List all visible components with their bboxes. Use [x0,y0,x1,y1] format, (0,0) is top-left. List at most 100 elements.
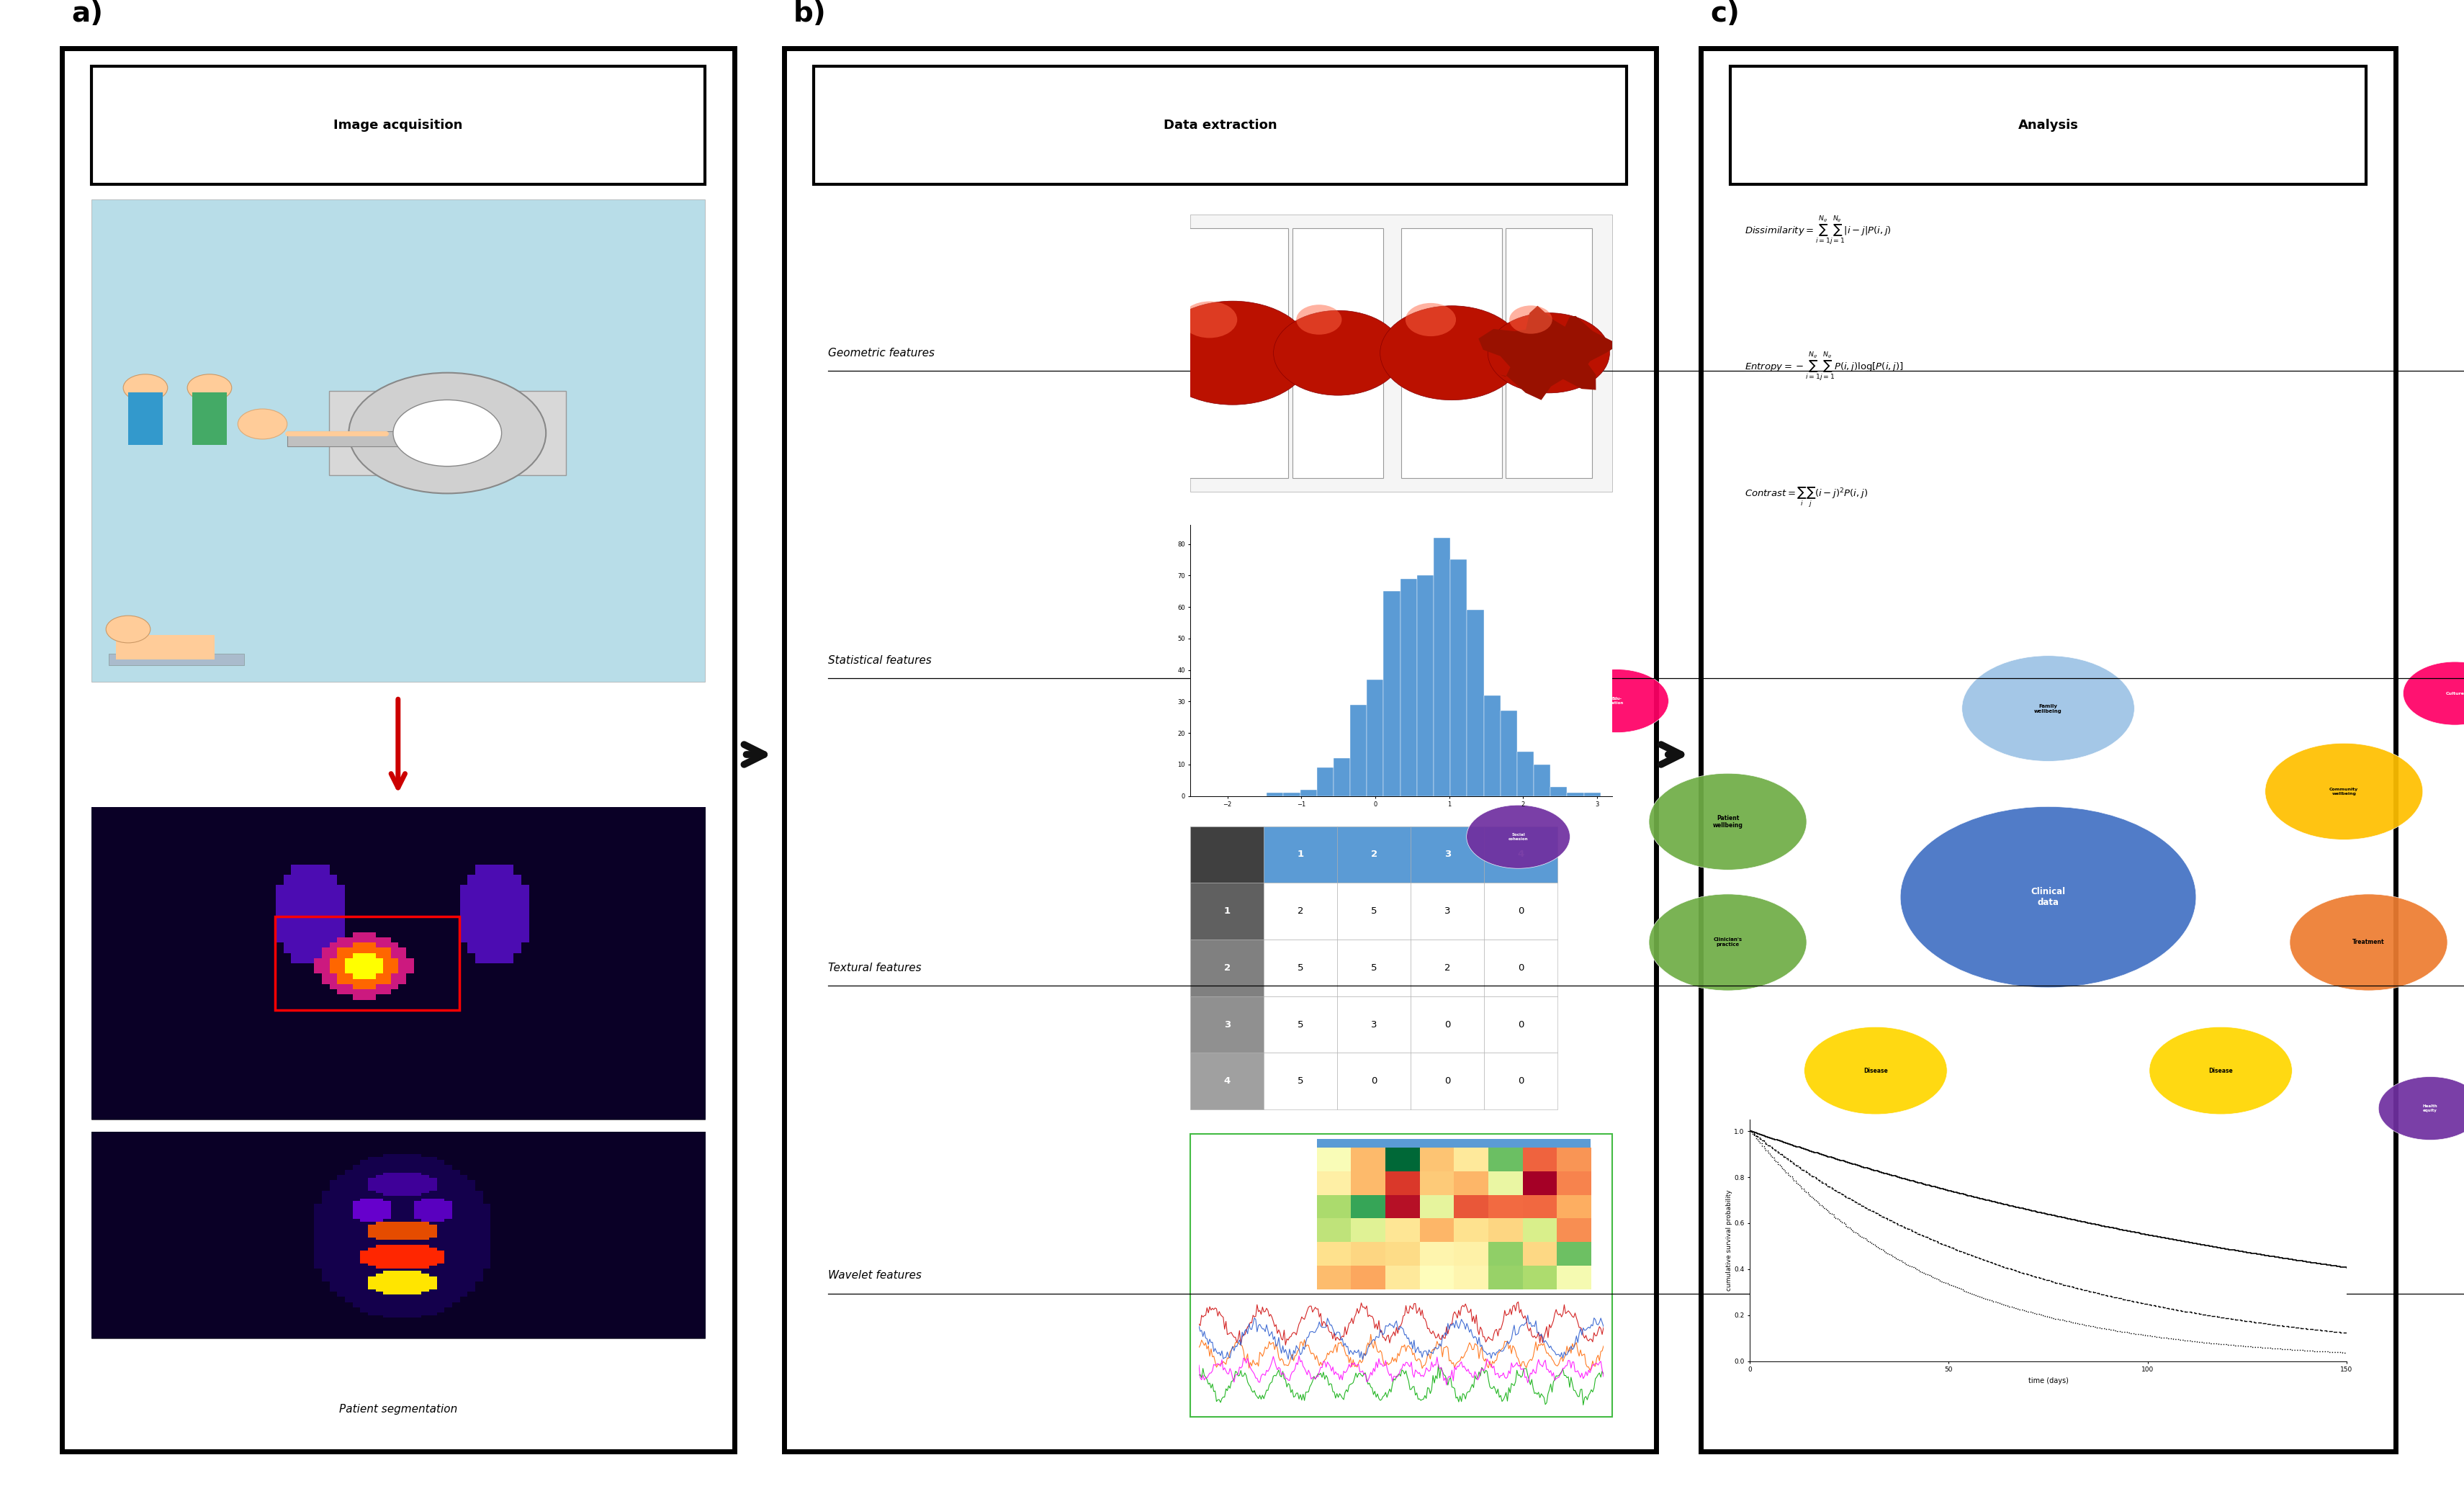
Text: $\mathit{Dissimilarity} = \sum_{i=1}^{N_g}\sum_{j=1}^{N_g}|i-j|P(i,j)$: $\mathit{Dissimilarity} = \sum_{i=1}^{N_… [1745,214,1892,247]
Bar [1299,789,1316,797]
Text: 3: 3 [1225,1020,1230,1029]
Bar [1190,996,1264,1053]
Text: Patient
wellbeing: Patient wellbeing [1712,815,1742,828]
Bar [1550,786,1567,797]
Text: Treatment: Treatment [2351,939,2385,946]
Bar [91,807,705,1120]
Bar [1730,66,2365,184]
Circle shape [1900,807,2195,988]
Text: 0: 0 [1444,1020,1451,1029]
Text: 0: 0 [1370,1076,1377,1086]
Text: Patient segmentation: Patient segmentation [340,1403,456,1415]
Bar [1266,792,1284,797]
Bar [1264,827,1338,883]
Bar [1700,48,2395,1452]
Circle shape [1648,893,1806,991]
Bar [1350,705,1368,797]
Bar [1409,883,1483,940]
Bar [62,48,734,1452]
Text: 0: 0 [1518,963,1523,972]
Bar [1518,751,1533,797]
Bar [1291,228,1382,478]
Circle shape [1153,302,1311,404]
Bar [784,48,1656,1452]
Bar [1466,610,1483,797]
Circle shape [1180,302,1237,338]
Text: 4: 4 [1518,850,1523,859]
Bar [1333,758,1350,797]
Circle shape [1565,670,1668,733]
Bar [91,66,705,184]
Text: Wavelet features: Wavelet features [828,1271,922,1281]
Text: 3: 3 [1444,850,1451,859]
Circle shape [2264,744,2422,839]
Text: 0: 0 [1518,1076,1523,1086]
Text: 3: 3 [1444,907,1451,916]
Bar [1316,768,1333,797]
Circle shape [106,616,150,643]
Circle shape [1274,311,1402,395]
Text: a): a) [71,0,103,27]
Bar [1338,883,1409,940]
Bar [91,199,705,682]
Bar [1264,940,1338,996]
Bar [192,392,227,445]
Bar [1434,537,1449,797]
Bar [1284,792,1299,797]
Text: 0: 0 [1444,1076,1451,1086]
Text: Clinician's
practice: Clinician's practice [1712,937,1742,948]
X-axis label: time (days): time (days) [2028,1378,2067,1384]
Text: 2: 2 [1370,850,1377,859]
Circle shape [392,400,500,466]
Text: Community
wellbeing: Community wellbeing [2328,788,2358,795]
Bar [128,392,163,445]
Bar [108,653,244,665]
Bar [1190,1053,1264,1109]
Text: Clinical
data: Clinical data [2030,887,2065,907]
Polygon shape [1478,306,1619,400]
Text: Statistical features: Statistical features [828,655,931,665]
Y-axis label: cumulative survival probability: cumulative survival probability [1725,1189,1732,1292]
Circle shape [1648,773,1806,869]
Bar [1382,592,1400,797]
Text: $\mathit{Contrast} = \sum_i\sum_j(i-j)^2P(i,j)$: $\mathit{Contrast} = \sum_i\sum_j(i-j)^2… [1745,486,1868,509]
Text: 5: 5 [1296,1020,1303,1029]
Bar [1190,883,1264,940]
Text: 5: 5 [1370,907,1377,916]
Circle shape [187,374,232,401]
Bar [1483,696,1501,797]
Bar [1506,228,1592,478]
Text: Analysis: Analysis [2018,119,2077,131]
Bar [1190,214,1611,492]
Bar [286,432,446,447]
Bar [1584,792,1599,797]
Text: $\mathit{Entropy} = -\sum_{i=1}^{N_g}\sum_{j=1}^{N_g}P(i,j)\log[P(i,j)]$: $\mathit{Entropy} = -\sum_{i=1}^{N_g}\su… [1745,350,1902,383]
Bar [1338,1053,1409,1109]
Bar [1417,575,1434,797]
Text: 1: 1 [1225,907,1230,916]
Text: 2: 2 [1225,963,1230,972]
Circle shape [347,373,545,493]
Bar [1483,827,1557,883]
Circle shape [1961,655,2134,762]
Text: 5: 5 [1296,1076,1303,1086]
Circle shape [1508,305,1552,333]
Circle shape [2378,1077,2464,1141]
Text: Image acquisition: Image acquisition [333,119,463,131]
Bar [1400,578,1417,797]
Text: c): c) [1710,0,1740,27]
Text: 3: 3 [1370,1020,1377,1029]
Circle shape [237,409,286,439]
Bar [1483,940,1557,996]
Circle shape [1380,306,1523,400]
Text: 0: 0 [1518,1020,1523,1029]
Bar [91,1132,705,1338]
Bar [1368,679,1382,797]
Bar [1316,1139,1589,1153]
Bar [1483,1053,1557,1109]
Bar [1338,827,1409,883]
Text: Family
wellbeing: Family wellbeing [2033,703,2062,714]
Text: Health
equity: Health equity [2422,1105,2437,1112]
Circle shape [1804,1028,1947,1114]
Text: 1: 1 [1296,850,1303,859]
